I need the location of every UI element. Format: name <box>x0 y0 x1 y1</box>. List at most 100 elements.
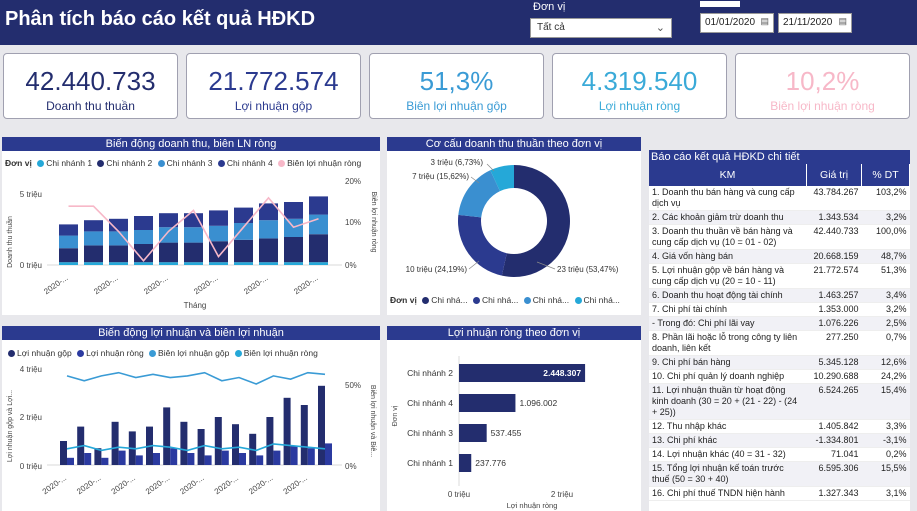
table-row[interactable]: 14. Lợi nhuận khác (40 = 31 - 32) 71.041 0… <box>649 447 910 462</box>
kpi-card-revenue[interactable]: 42.440.733 Doanh thu thuần <box>3 53 178 119</box>
kpi-card-gross-margin[interactable]: 51,3% Biên lợi nhuận gộp <box>369 53 544 119</box>
bar-segment[interactable] <box>159 213 178 228</box>
net-profit-bar[interactable] <box>459 454 472 472</box>
bar-segment[interactable] <box>59 235 78 249</box>
gross-profit-bar[interactable] <box>232 424 239 465</box>
bar-segment[interactable] <box>259 262 278 265</box>
column-header[interactable]: KM <box>649 164 808 186</box>
date-to-input[interactable]: 21/11/2020 ▤ <box>778 13 852 33</box>
calendar-icon[interactable]: ▤ <box>760 16 769 26</box>
net-profit-bar[interactable] <box>290 445 298 465</box>
bar-segment[interactable] <box>159 242 178 263</box>
bar-segment[interactable] <box>309 214 328 235</box>
donut-slice[interactable] <box>490 165 514 192</box>
bar-segment[interactable] <box>184 262 203 265</box>
bar-segment[interactable] <box>259 203 278 221</box>
bar-segment[interactable] <box>134 244 153 263</box>
bar-segment[interactable] <box>234 223 253 240</box>
net-profit-bar[interactable] <box>273 450 281 465</box>
column-header[interactable]: Giá trị <box>806 164 863 186</box>
bar-segment[interactable] <box>184 227 203 243</box>
net-profit-bar[interactable] <box>204 455 212 465</box>
kpi-card-net-margin[interactable]: 10,2% Biên lợi nhuận ròng <box>735 53 910 119</box>
bar-segment[interactable] <box>84 220 103 232</box>
bar-segment[interactable] <box>284 202 303 219</box>
donut-slice[interactable] <box>458 170 500 218</box>
bar-segment[interactable] <box>84 262 103 265</box>
table-row[interactable]: 11. Lợi nhuận thuần từ hoạt động kinh do… <box>649 383 910 420</box>
bar-segment[interactable] <box>259 238 278 263</box>
bar-segment[interactable] <box>159 227 178 243</box>
kpi-card-net-profit[interactable]: 4.319.540 Lợi nhuận ròng <box>552 53 727 119</box>
bar-segment[interactable] <box>234 207 253 223</box>
bar-segment[interactable] <box>134 262 153 265</box>
bar-segment[interactable] <box>184 242 203 263</box>
donut-chart-panel[interactable]: Cơ cấu doanh thu thuần theo đơn vị 3 tri… <box>387 137 641 315</box>
date-from-input[interactable]: 01/01/2020 ▤ <box>700 13 774 33</box>
profit-chart-panel[interactable]: Biến động lợi nhuận và biên lợi nhuận Lợ… <box>2 326 380 511</box>
bar-segment[interactable] <box>309 196 328 215</box>
net-profit-bar[interactable] <box>84 453 92 465</box>
net-profit-bar[interactable] <box>187 453 195 465</box>
net-profit-bar[interactable] <box>239 453 246 465</box>
bar-segment[interactable] <box>84 231 103 246</box>
gross-profit-bar[interactable] <box>283 397 291 465</box>
gross-profit-bar[interactable] <box>163 407 171 465</box>
table-row[interactable]: 9. Chi phí bán hàng 5.345.128 12,6% <box>649 355 910 370</box>
bar-segment[interactable] <box>234 239 253 263</box>
bar-segment[interactable] <box>59 262 78 265</box>
gross-profit-bar[interactable] <box>60 441 67 465</box>
table-row[interactable]: 2. Các khoản giảm trừ doanh thu 1.343.534… <box>649 210 910 225</box>
table-row[interactable]: 15. Tổng lợi nhuận kế toán trước thuế (5… <box>649 461 910 487</box>
net-profit-bar[interactable] <box>221 450 229 465</box>
net-profit-bar[interactable] <box>459 424 487 442</box>
gross-profit-bar[interactable] <box>180 421 188 465</box>
bar-segment[interactable] <box>134 230 153 244</box>
table-row[interactable]: 16. Chi phí thuế TNDN hiện hành 1.327.343… <box>649 486 910 501</box>
net-profit-bar[interactable] <box>459 364 586 382</box>
bar-segment[interactable] <box>209 262 228 265</box>
net-profit-by-unit-panel[interactable]: Lợi nhuận ròng theo đơn vị Đơn vị 0 triệ… <box>387 326 641 511</box>
table-row[interactable]: 12. Thu nhập khác 1.405.842 3,3% <box>649 419 910 434</box>
net-profit-bar[interactable] <box>135 455 143 465</box>
donut-slice[interactable] <box>501 165 570 277</box>
gross-profit-bar[interactable] <box>111 421 119 465</box>
table-row[interactable]: 1. Doanh thu bán hàng và cung cấp dịch v… <box>649 186 910 211</box>
bar-segment[interactable] <box>109 262 128 265</box>
gross-profit-bar[interactable] <box>94 448 102 465</box>
net-profit-bar[interactable] <box>170 448 178 465</box>
calendar-icon[interactable]: ▤ <box>838 16 847 26</box>
table-row[interactable]: 4. Giá vốn hàng bán 20.668.159 48,7% <box>649 249 910 264</box>
net-profit-bar[interactable] <box>307 448 315 465</box>
net-profit-bar[interactable] <box>101 457 109 465</box>
gross-profit-bar[interactable] <box>266 417 274 465</box>
gross-profit-bar[interactable] <box>318 385 325 465</box>
table-row[interactable]: 13. Chi phí khác -1.334.801 -3,1% <box>649 433 910 448</box>
bar-segment[interactable] <box>109 218 128 232</box>
bar-segment[interactable] <box>209 225 228 242</box>
net-profit-bar[interactable] <box>459 394 516 412</box>
bar-segment[interactable] <box>284 237 303 263</box>
kpi-card-gross-profit[interactable]: 21.772.574 Lợi nhuận gộp <box>186 53 361 119</box>
bar-segment[interactable] <box>159 262 178 265</box>
table-row[interactable]: 6. Doanh thu hoạt động tài chính 1.463.25… <box>649 288 910 303</box>
bar-segment[interactable] <box>59 248 78 263</box>
net-profit-bar[interactable] <box>118 450 126 465</box>
bar-segment[interactable] <box>284 262 303 265</box>
table-row[interactable]: 7. Chi phí tài chính 1.353.000 3,2% <box>649 302 910 317</box>
table-row[interactable]: 5. Lợi nhuận gộp về bán hàng và cung cấp… <box>649 263 910 289</box>
bar-segment[interactable] <box>234 262 253 265</box>
table-row[interactable]: 10. Chi phí quản lý doanh nghiệp 10.290.6… <box>649 369 910 384</box>
bar-segment[interactable] <box>134 216 153 230</box>
net-profit-bar[interactable] <box>153 453 160 465</box>
unit-filter-dropdown[interactable]: Tất cả ⌄ <box>530 18 672 38</box>
donut-slice[interactable] <box>458 214 507 276</box>
net-profit-bar[interactable] <box>256 455 264 465</box>
gross-profit-bar[interactable] <box>300 405 308 465</box>
bar-segment[interactable] <box>184 213 203 228</box>
table-row[interactable]: 3. Doanh thu thuần về bán hàng và cung c… <box>649 224 910 250</box>
revenue-chart-panel[interactable]: Biến động doanh thu, biên LN ròng Đơn vị… <box>2 137 380 315</box>
column-header[interactable]: % DT <box>861 164 910 186</box>
bar-segment[interactable] <box>259 220 278 239</box>
gross-profit-bar[interactable] <box>214 417 222 465</box>
